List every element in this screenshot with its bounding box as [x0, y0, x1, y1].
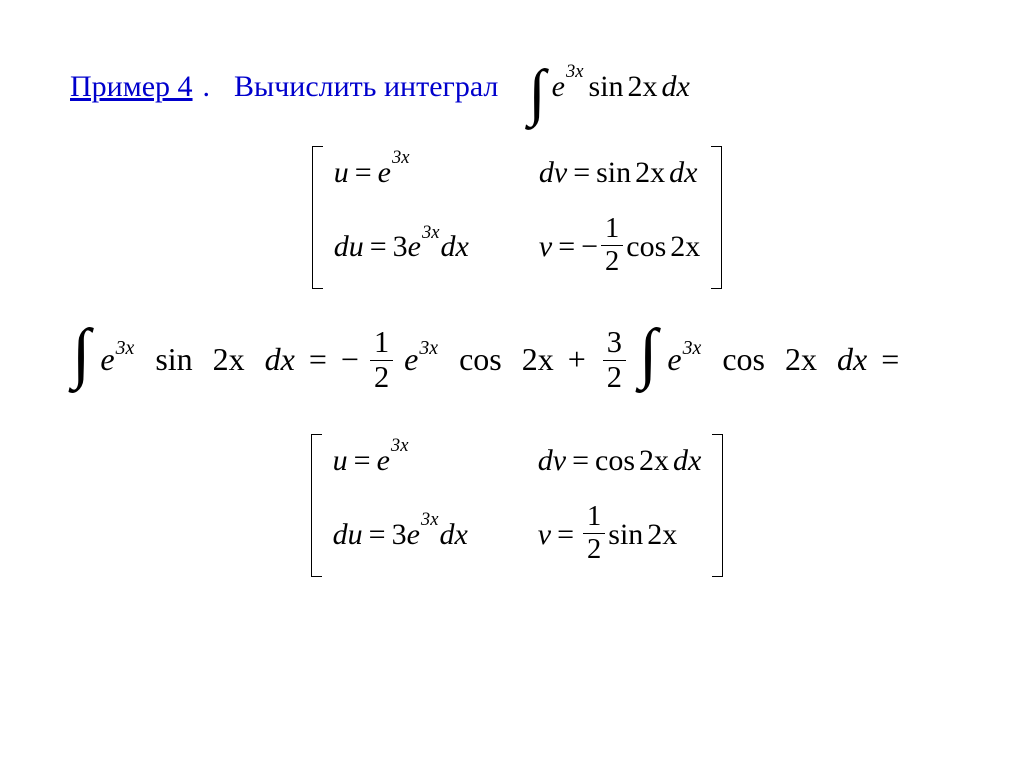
- du-lhs: du: [334, 230, 364, 264]
- u-lhs: u: [333, 444, 348, 478]
- v-cell: v = 1 2 sin 2x: [538, 504, 702, 567]
- sin-arg: 2x: [628, 70, 658, 104]
- dx: dx: [439, 518, 467, 552]
- frac-den: 2: [583, 534, 605, 565]
- v-lhs: v: [539, 230, 552, 264]
- cos-text: cos: [459, 341, 502, 377]
- e-exp: 3x: [566, 61, 584, 83]
- eq: =: [364, 230, 393, 264]
- v-cell: v = − 1 2 cos 2x: [539, 216, 700, 279]
- e-base: e: [378, 156, 391, 190]
- sin-text: sin: [155, 341, 192, 377]
- e-base: e: [404, 341, 418, 377]
- eq: =: [348, 444, 377, 478]
- v-lhs: v: [538, 518, 551, 552]
- e-exp: 3x: [421, 509, 439, 531]
- e-exp: 3x: [683, 337, 702, 359]
- title-line: Пример 4 . Вычислить интеграл ∫ e3x sin …: [70, 70, 964, 104]
- du-cell: du = 3 e3x dx: [333, 518, 468, 552]
- trig-arg: 2x: [213, 341, 245, 377]
- e-exp: 3x: [391, 435, 409, 457]
- dv-lhs: dv: [539, 156, 567, 190]
- fraction: 1 2: [601, 214, 623, 277]
- dx: dx: [669, 156, 697, 190]
- e-base: e: [407, 518, 420, 552]
- e-base: e: [408, 230, 421, 264]
- plus: +: [562, 341, 592, 377]
- sin-text: sin: [608, 518, 643, 552]
- trig-arg: 2x: [785, 341, 817, 377]
- trig-arg: 2x: [639, 444, 669, 478]
- sin-text: sin: [596, 156, 631, 190]
- dv-cell: dv = sin 2x dx: [539, 156, 700, 190]
- cos-text: cos: [722, 341, 765, 377]
- dx: dx: [265, 341, 295, 377]
- dx: dx: [837, 341, 867, 377]
- substitution-box-2: u = e3x dv = cos 2x dx du =: [70, 434, 964, 577]
- e-exp: 3x: [116, 337, 135, 359]
- eq: =: [303, 341, 333, 377]
- dx: dx: [662, 70, 690, 104]
- eq: =: [567, 156, 596, 190]
- derivation-line: ∫ e3x sin 2x dx = − 1 2 e3x cos 2x + 3 2…: [70, 329, 964, 396]
- eq: =: [566, 444, 595, 478]
- frac-den: 2: [601, 246, 623, 277]
- e-base: e: [377, 444, 390, 478]
- e-base: e: [100, 341, 114, 377]
- e-exp: 3x: [422, 222, 440, 244]
- trig-arg: 2x: [647, 518, 677, 552]
- u-cell: u = e3x: [333, 444, 468, 478]
- minus: −: [341, 341, 359, 377]
- e-base: e: [552, 70, 565, 104]
- example-label: Пример 4: [70, 70, 193, 104]
- eq: =: [363, 518, 392, 552]
- trig-arg: 2x: [635, 156, 665, 190]
- cos-text: cos: [626, 230, 666, 264]
- dx: dx: [441, 230, 469, 264]
- eq: =: [349, 156, 378, 190]
- eq: =: [552, 230, 581, 264]
- frac-den: 2: [370, 361, 393, 394]
- du-cell: du = 3 e3x dx: [334, 230, 469, 264]
- frac-den: 2: [603, 361, 626, 394]
- task-text: Вычислить интеграл: [234, 70, 498, 104]
- dx: dx: [673, 444, 701, 478]
- dv-cell: dv = cos 2x dx: [538, 444, 702, 478]
- coeff: 3: [393, 230, 408, 264]
- trig-arg: 2x: [522, 341, 554, 377]
- fraction: 1 2: [583, 502, 605, 565]
- du-lhs: du: [333, 518, 363, 552]
- fraction: 3 2: [603, 327, 626, 394]
- frac-num: 3: [603, 327, 626, 361]
- frac-num: 1: [601, 214, 623, 246]
- e-exp: 3x: [419, 337, 438, 359]
- fraction: 1 2: [370, 327, 393, 394]
- example-dot: .: [203, 70, 211, 104]
- slide: Пример 4 . Вычислить интеграл ∫ e3x sin …: [0, 0, 1024, 768]
- e-base: e: [667, 341, 681, 377]
- u-lhs: u: [334, 156, 349, 190]
- e-exp: 3x: [392, 147, 410, 169]
- u-cell: u = e3x: [334, 156, 469, 190]
- title-integral: ∫ e3x sin 2x dx: [526, 70, 690, 104]
- frac-num: 1: [583, 502, 605, 534]
- frac-num: 1: [370, 327, 393, 361]
- minus: −: [581, 230, 598, 264]
- sin-text: sin: [589, 70, 624, 104]
- substitution-box-1: u = e3x dv = sin 2x dx du =: [70, 146, 964, 289]
- trig-arg: 2x: [670, 230, 700, 264]
- eq: =: [551, 518, 580, 552]
- dv-lhs: dv: [538, 444, 566, 478]
- cos-text: cos: [595, 444, 635, 478]
- coeff: 3: [392, 518, 407, 552]
- eq: =: [875, 341, 905, 377]
